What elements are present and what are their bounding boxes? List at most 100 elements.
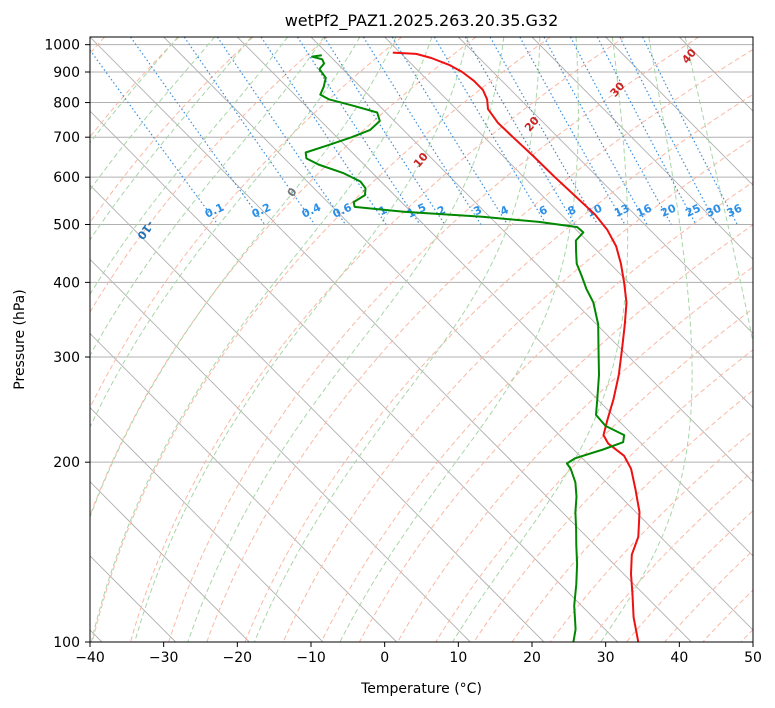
isotherm-line	[90, 184, 545, 642]
mixing-ratio-line	[216, 37, 346, 225]
x-tick-label: 30	[597, 650, 615, 666]
dry-adiabat-line	[90, 37, 477, 517]
moist-adiabat-line	[187, 37, 505, 642]
isotherm-line	[90, 332, 397, 642]
moist-adiabat-line	[339, 37, 579, 642]
moist-adiabat-line	[90, 37, 433, 642]
mixing-ratio-line	[260, 37, 387, 225]
isotherm-line	[310, 37, 753, 483]
y-tick-label: 200	[53, 455, 80, 471]
mixing-ratio-line	[619, 37, 718, 225]
chart-title: wetPf2_PAZ1.2025.263.20.35.G32	[285, 11, 559, 31]
moist-adiabat-line	[90, 37, 361, 429]
dry-adiabat-line	[397, 266, 753, 642]
moist-adiabat-line	[600, 37, 693, 642]
isotherm-line	[752, 37, 753, 38]
mixing-ratio-line	[464, 37, 576, 225]
moist-adiabat-line	[90, 37, 397, 519]
x-tick-label: 10	[449, 650, 467, 666]
dry-adiabat-line	[168, 37, 700, 642]
moist-adiabat-line	[90, 37, 252, 241]
moist-adiabat-line	[90, 37, 325, 357]
y-tick-label: 100	[53, 635, 80, 651]
isotherm-line	[90, 481, 250, 642]
x-tick-label: 0	[380, 650, 389, 666]
dry-adiabat-line	[91, 37, 551, 642]
mixing-ratio-line	[569, 37, 672, 225]
dry-adiabat-line	[90, 37, 328, 313]
dry-adiabat-label: -10	[134, 218, 156, 242]
dry-adiabat-line	[511, 389, 753, 642]
moist-adiabat-line	[90, 37, 288, 296]
x-tick-label: −30	[149, 650, 179, 666]
mixing-ratio-line	[642, 37, 738, 225]
dry-adiabat-line	[473, 349, 753, 642]
x-tick-label: 50	[744, 650, 762, 666]
mixing-ratio-line	[296, 37, 421, 225]
mixing-ratio-line	[323, 37, 446, 225]
mixing-ratio-line	[362, 37, 482, 225]
moist-adiabat-label: 10	[411, 150, 431, 170]
mixing-ratio-label: 0.4	[300, 201, 323, 221]
moist-adiabat-label: 20	[522, 114, 542, 134]
mixing-ratio-label: 0.1	[203, 201, 226, 221]
moist-adiabat-line	[684, 37, 753, 345]
plot-frame	[89, 36, 754, 643]
y-axis: 100 200 300 400 500 600 700 800 900 1000	[44, 38, 90, 651]
isotherm-line	[237, 37, 753, 557]
dry-adiabat-line	[626, 510, 753, 642]
dry-adiabat-line	[702, 589, 753, 642]
moist-adiabat-line	[452, 37, 629, 642]
isotherm-line	[90, 37, 692, 642]
y-tick-label: 700	[53, 130, 80, 146]
x-axis: −40 −30 −20 −10 0 10 20 30 40 50	[75, 642, 762, 666]
x-axis-label: Temperature (°C)	[360, 681, 482, 697]
mixing-ratio-label: 16	[634, 201, 654, 219]
dry-adiabat-line	[282, 137, 753, 642]
y-tick-label: 500	[53, 217, 80, 233]
mixing-ratio-label: 8	[566, 203, 578, 218]
mixing-ratio-label: 25	[683, 202, 702, 220]
mixing-ratio-label: 36	[725, 201, 745, 219]
mixing-ratio-label: 4	[498, 203, 511, 218]
mixing-ratio-label: 1.5	[405, 201, 428, 221]
y-tick-label: 1000	[44, 38, 80, 54]
x-tick-label: −40	[75, 650, 105, 666]
dry-adiabat-line	[130, 37, 625, 642]
x-tick-label: −20	[223, 650, 253, 666]
x-tick-label: 20	[523, 650, 541, 666]
mixing-ratio-line	[596, 37, 697, 225]
isotherm-line	[458, 37, 753, 335]
background-grid	[90, 37, 753, 642]
mixing-ratio-line	[391, 37, 509, 225]
dry-adiabat-line	[664, 549, 753, 642]
dry-adiabat-line	[90, 37, 254, 224]
mixing-ratio-label: 30	[704, 201, 724, 219]
mixing-ratio-line	[519, 37, 626, 225]
isotherm-line	[531, 37, 753, 260]
y-tick-label: 800	[53, 96, 80, 112]
temperature-profile-line	[392, 51, 641, 642]
y-tick-label: 900	[53, 65, 80, 81]
mixing-ratio-label: 6	[537, 203, 550, 218]
mixing-ratio-line	[433, 37, 547, 225]
dewpoint-profile-line	[304, 54, 626, 642]
isotherm-line	[90, 406, 324, 642]
x-tick-label: 40	[670, 650, 688, 666]
y-axis-label: Pressure (hPa)	[12, 289, 28, 389]
isotherm-line	[384, 37, 753, 409]
mixing-ratio-label: 2	[435, 203, 447, 218]
mixing-ratio-line	[90, 49, 219, 225]
y-tick-label: 400	[53, 275, 80, 291]
isotherm-line	[90, 258, 471, 642]
moist-adiabat-line	[253, 37, 541, 642]
y-tick-label: 300	[53, 350, 80, 366]
mixing-ratio-label: 20	[659, 201, 679, 219]
isotherm-line	[90, 110, 618, 642]
isotherm-line	[679, 37, 753, 112]
adiabat-labels: -100-90-80-70-60-50-40-30-20-10010203040…	[134, 46, 745, 242]
isotherm-line	[605, 37, 753, 186]
x-tick-label: −10	[296, 650, 326, 666]
moist-adiabat-line	[134, 37, 469, 642]
